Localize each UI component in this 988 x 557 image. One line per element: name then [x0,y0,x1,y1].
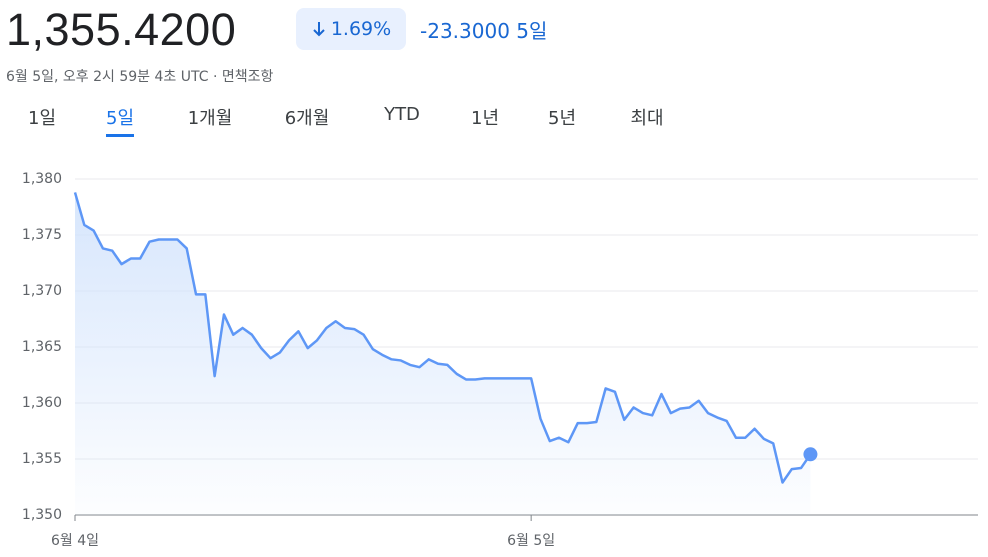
x-tick-label: 6월 4일 [51,533,99,549]
change-value: -23.3000 [420,19,510,43]
y-tick-label: 1,370 [22,283,62,299]
price: 1,355.4200 [6,4,237,55]
x-tick-label: 6월 5일 [507,533,555,549]
change: -23.3000 5일 [420,15,547,44]
y-tick-label: 1,355 [22,451,62,467]
last-point [803,447,818,462]
down-arrow [313,22,325,37]
y-tick-label: 1,365 [22,339,62,355]
y-tick-label: 1,380 [22,171,62,187]
timestamp: 6월 5일, 오후 2시 59분 4초 UTC [6,69,209,85]
price-line [73,192,812,484]
y-tick-label: 1,350 [22,507,62,523]
range-tab[interactable]: YTD [384,104,420,125]
range-tab[interactable]: 최대 [630,108,664,129]
change-pct: 1.69% [330,18,392,40]
subtitle: 6월 5일, 오후 2시 59분 4초 UTC · 면책조항 [6,69,274,85]
range-tab[interactable]: 5년 [547,108,577,129]
period: 5일 [516,19,548,43]
area [75,192,811,515]
y-tick-label: 1,360 [22,395,62,411]
range-tab[interactable]: 5일 [105,104,135,137]
y-tick-label: 1,375 [22,227,62,243]
range-tab[interactable]: 1일 [27,108,57,129]
range-tab[interactable]: 1년 [470,108,500,129]
change-badge: 1.69% [296,8,406,50]
disclaimer[interactable]: 면책조항 [221,69,274,85]
range-tab[interactable]: 1개월 [187,108,233,129]
range-tab[interactable]: 6개월 [284,108,330,129]
